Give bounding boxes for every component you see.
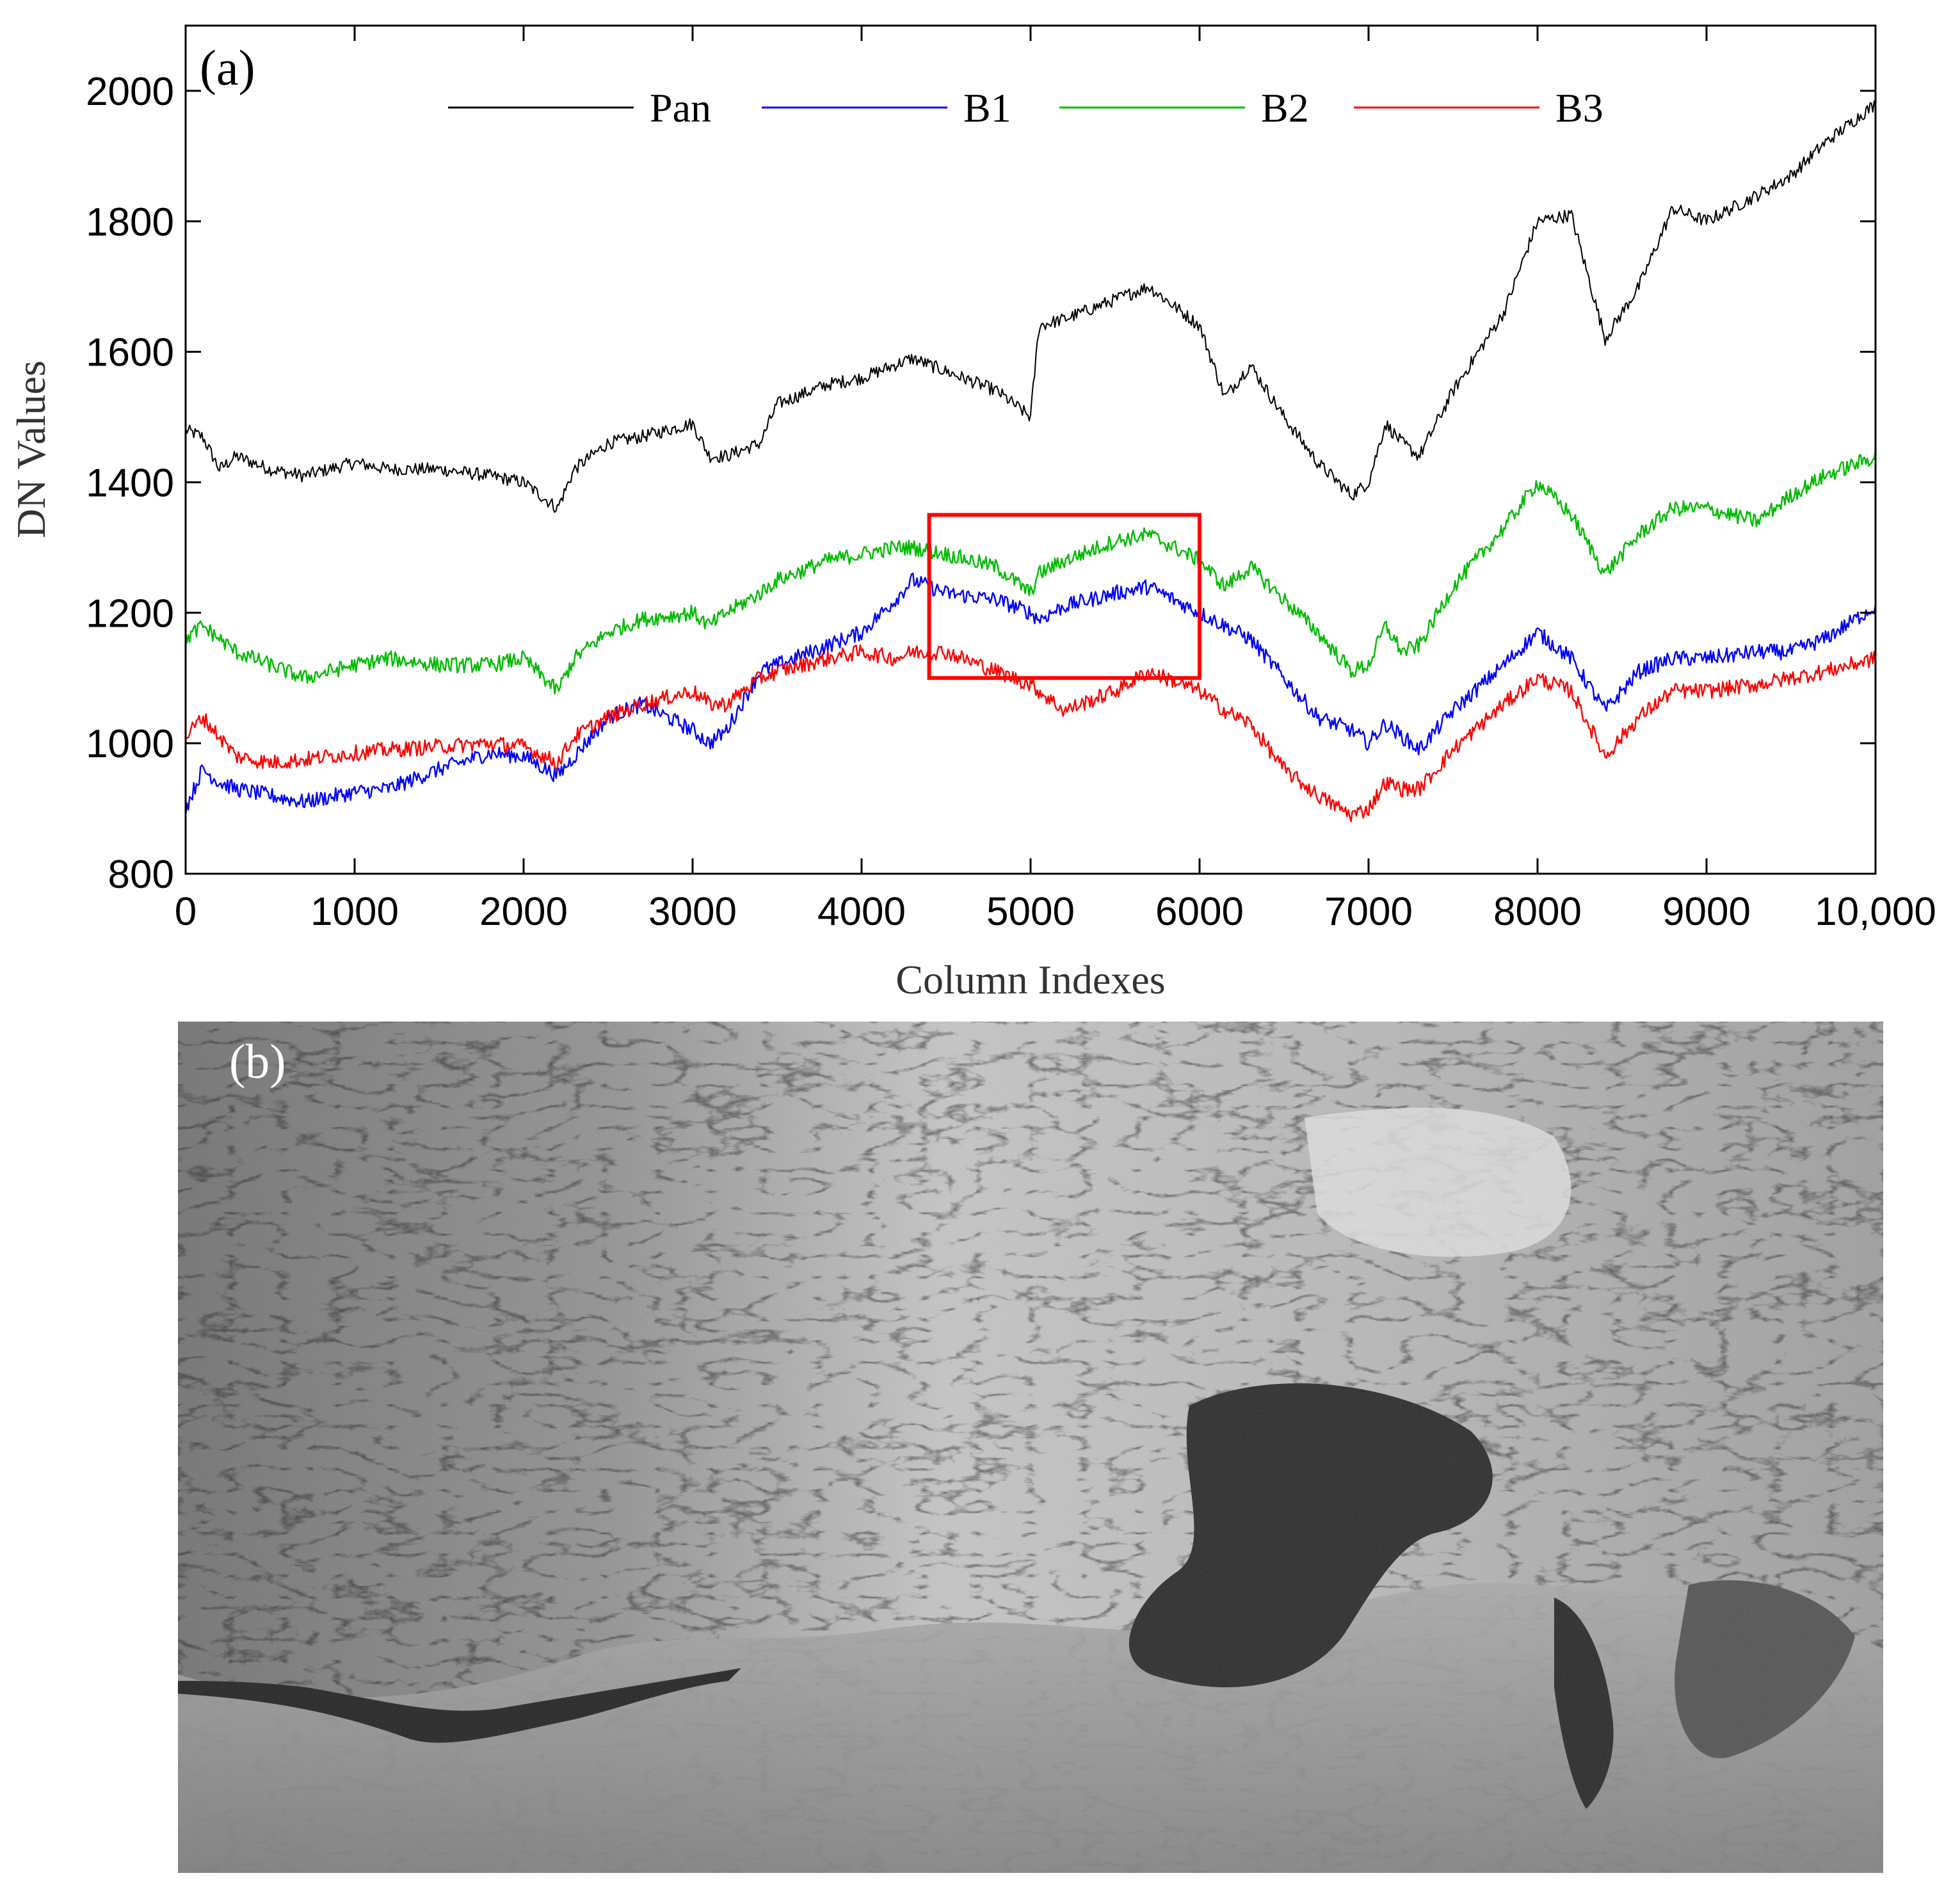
highlight-box — [927, 513, 1201, 680]
image-grain — [178, 1022, 1883, 1873]
panel-b-label: (b) — [229, 1035, 286, 1089]
y-axis-ticks: 800 1000 1200 1400 1600 1800 2000 — [86, 70, 1876, 897]
y-tick-label: 1000 — [86, 722, 174, 766]
x-tick-label: 9000 — [1662, 890, 1751, 934]
series-line-b1 — [184, 572, 1877, 817]
x-tick-label: 10,000 — [1815, 890, 1936, 934]
y-tick-label: 1800 — [86, 200, 174, 245]
x-tick-label: 3000 — [648, 890, 737, 934]
line-chart-panel-a: 0 1000 2000 3000 4000 5000 6000 7000 8000 9000 10,… — [8, 24, 1936, 1002]
x-axis-ticks: 0 1000 2000 3000 4000 5000 6000 7000 8000 9000 10,… — [175, 26, 1936, 934]
y-tick-label: 2000 — [86, 70, 174, 114]
series-line-pan — [185, 100, 1876, 513]
sea-ice-satellite-image — [178, 1022, 1883, 1873]
plot-area — [186, 26, 1876, 874]
y-tick-label: 800 — [108, 853, 174, 897]
sea-ice-image-panel-b — [178, 1022, 1883, 1873]
x-tick-label: 4000 — [817, 890, 906, 934]
x-tick-label: 6000 — [1155, 890, 1244, 934]
x-tick-label: 1000 — [310, 890, 399, 934]
x-tick-label: 2000 — [479, 890, 568, 934]
x-tick-label: 8000 — [1493, 890, 1582, 934]
x-tick-label: 7000 — [1324, 890, 1413, 934]
legend-label-b2: B2 — [1261, 85, 1309, 131]
x-tick-label: 5000 — [986, 890, 1075, 934]
y-tick-label: 1600 — [86, 331, 174, 375]
y-tick-label: 1400 — [86, 461, 174, 505]
series-line-b2 — [184, 451, 1877, 695]
panel-a-label: (a) — [200, 40, 255, 95]
legend: Pan B1 B2 B3 — [448, 85, 1603, 131]
x-axis-label: Column Indexes — [896, 957, 1165, 1002]
y-tick-label: 1200 — [86, 591, 174, 636]
legend-label-b1: B1 — [963, 85, 1011, 131]
legend-label-b3: B3 — [1555, 85, 1603, 131]
y-axis-label: DN Values — [8, 360, 54, 538]
legend-label-pan: Pan — [650, 85, 711, 131]
x-tick-label: 0 — [175, 890, 197, 934]
